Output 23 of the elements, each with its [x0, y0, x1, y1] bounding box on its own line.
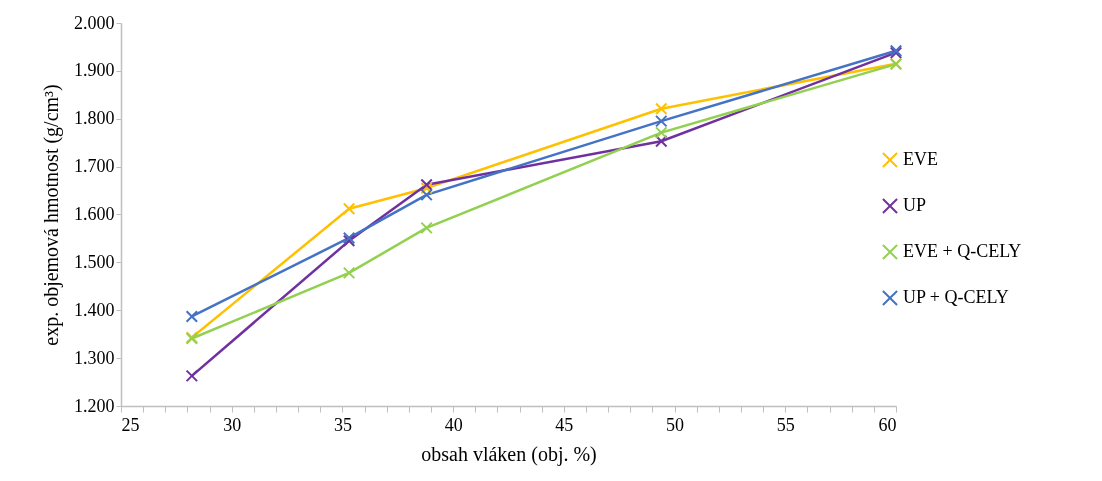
x-tick-label: 45 — [555, 414, 574, 435]
y-axis-title: exp. objemová hmotnost (g/cm³) — [40, 84, 63, 346]
y-tick-label: 1.800 — [74, 108, 115, 129]
x-tick-label: 55 — [776, 414, 795, 435]
y-tick-label: 1.700 — [74, 156, 115, 177]
legend-label: UP — [903, 195, 927, 215]
y-tick-label: 1.500 — [74, 251, 115, 272]
x-tick-label: 25 — [121, 414, 140, 435]
y-tick-label: 1.200 — [74, 395, 115, 416]
legend-label: UP + Q-CELY — [903, 287, 1009, 307]
y-tick-label: 1.400 — [74, 299, 115, 320]
legend-label: EVE + Q-CELY — [903, 241, 1022, 261]
x-tick-label: 60 — [878, 414, 897, 435]
y-tick-label: 1.900 — [74, 60, 115, 81]
x-tick-label: 35 — [333, 414, 352, 435]
legend-label: EVE — [903, 149, 938, 169]
y-tick-label: 1.600 — [74, 204, 115, 224]
x-tick-label: 30 — [223, 414, 242, 435]
x-tick-label: 50 — [666, 414, 685, 435]
y-tick-label: 2.000 — [74, 12, 115, 33]
y-tick-label: 1.300 — [74, 347, 115, 368]
x-axis-title: obsah vláken (obj. %) — [421, 442, 597, 466]
x-tick-label: 40 — [444, 414, 463, 435]
